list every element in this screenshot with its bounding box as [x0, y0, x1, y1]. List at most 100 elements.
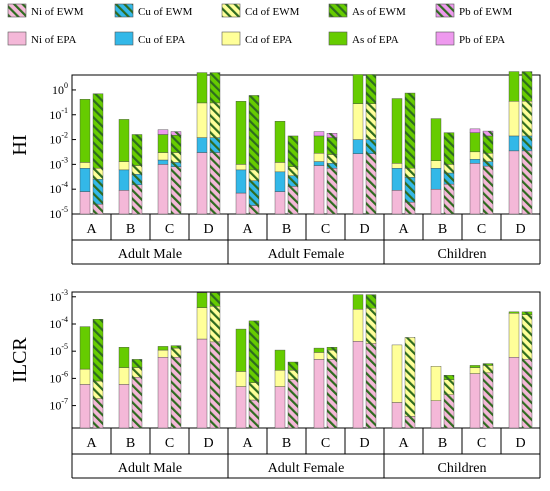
bar-segment-cu — [521, 135, 533, 152]
bar-segment-ni — [443, 183, 455, 215]
bar-epa — [352, 74, 364, 215]
bar-segment-cd — [443, 164, 455, 174]
bar-segment-ni — [235, 386, 247, 429]
bar-segment-as — [274, 120, 286, 163]
bar-segment-as — [482, 363, 494, 366]
bar-segment-ni — [508, 357, 520, 429]
bar-segment-pb — [482, 130, 494, 137]
legend-swatch — [221, 31, 241, 46]
legend-swatch — [114, 3, 134, 18]
bar-segment-ni — [508, 150, 520, 215]
bar-segment-as — [313, 347, 325, 353]
bar-segment-cd — [508, 101, 520, 137]
bar-segment-ni — [118, 190, 130, 215]
bar-segment-as — [79, 99, 91, 163]
bar-segment-cd — [209, 306, 221, 343]
bar-segment-ni — [365, 343, 377, 429]
legend-swatch — [435, 3, 455, 18]
bar-segment-cd — [79, 368, 91, 385]
bar-segment-as — [118, 119, 130, 162]
bar-segment-cd — [469, 151, 481, 160]
group-label: Adult Female — [268, 461, 345, 476]
category-label: D — [515, 222, 525, 237]
bar-ewm — [404, 337, 416, 429]
bar-segment-as — [287, 135, 299, 167]
bar-segment-ni — [443, 394, 455, 429]
bar-ewm — [365, 294, 377, 429]
y-tick-label: 10-2 — [49, 131, 68, 147]
legend-item: As of EWM — [328, 3, 406, 18]
bar-epa — [430, 118, 442, 215]
bar-segment-ni — [131, 184, 143, 215]
bar-epa — [508, 71, 520, 215]
bar-segment-cd — [92, 380, 104, 399]
bar-segment-cd — [157, 152, 169, 161]
bar-segment-as — [118, 347, 130, 368]
bar-ewm — [365, 74, 377, 215]
bar-segment-pb — [313, 131, 325, 137]
legend-label: Ni of EPA — [31, 34, 76, 46]
bar-epa — [313, 131, 325, 215]
legend-label: As of EWM — [352, 6, 406, 18]
bar-segment-cd — [79, 162, 91, 169]
legend: Ni of EWM Cu of EWM Cd of EWM As of EWM Pb o… — [7, 3, 512, 46]
bar-epa — [235, 101, 247, 215]
y-tick-label: 10-6 — [49, 369, 68, 385]
bar-segment-pb — [326, 133, 338, 138]
bar-segment-as — [235, 328, 247, 372]
bar-segment-cd — [170, 347, 182, 358]
bar-epa — [79, 99, 91, 215]
bar-segment-ni — [365, 153, 377, 215]
bar-ewm — [326, 347, 338, 429]
bar-segment-as — [235, 101, 247, 165]
bar-segment-as — [248, 95, 260, 171]
bar-segment-cd — [521, 101, 533, 137]
y-tick-label: 10-4 — [49, 180, 68, 196]
legend-item: Ni of EPA — [7, 31, 76, 46]
bar-ewm — [326, 133, 338, 215]
bar-segment-as — [131, 134, 143, 166]
bar-ewm — [92, 319, 104, 429]
category-label: D — [203, 222, 213, 237]
bar-segment-cu — [365, 139, 377, 154]
bar-segment-cd — [118, 367, 130, 385]
bar-segment-cu — [430, 168, 442, 190]
category-label: A — [398, 436, 409, 451]
bar-segment-ni — [352, 341, 364, 429]
bar-segment-cd — [248, 169, 260, 181]
bar-segment-cd — [404, 337, 416, 417]
category-label: B — [438, 222, 447, 237]
bar-ewm — [209, 292, 221, 429]
bar-epa — [274, 349, 286, 429]
category-label: A — [398, 222, 409, 237]
bar-segment-ni — [170, 357, 182, 429]
bar-segment-cd — [352, 308, 364, 342]
bar-ewm — [131, 134, 143, 215]
bar-segment-as — [365, 74, 377, 104]
bar-ewm — [287, 135, 299, 215]
legend-swatch — [114, 31, 134, 46]
category-label: B — [438, 436, 447, 451]
category-label: B — [282, 436, 291, 451]
category-label: B — [126, 222, 135, 237]
bar-epa — [79, 326, 91, 429]
bar-segment-cd — [274, 162, 286, 173]
bar-segment-cu — [157, 159, 169, 165]
bar-segment-ni — [196, 338, 208, 429]
bar-segment-as — [196, 72, 208, 104]
bar-segment-ni — [209, 152, 221, 215]
bar-segment-ni — [521, 150, 533, 215]
bar-ewm — [287, 361, 299, 429]
bar-segment-as — [508, 71, 520, 102]
bar-segment-as — [391, 98, 403, 164]
bar-segment-as — [469, 132, 481, 153]
legend-item: Cu of EPA — [114, 31, 185, 46]
bar-ewm — [248, 95, 260, 215]
bar-segment-ni — [404, 201, 416, 215]
category-label: C — [165, 436, 174, 451]
bar-segment-cd — [482, 153, 494, 162]
category-label: B — [282, 222, 291, 237]
bar-segment-ni — [521, 359, 533, 429]
bar-segment-cd — [365, 308, 377, 344]
bar-segment-cu — [274, 171, 286, 192]
